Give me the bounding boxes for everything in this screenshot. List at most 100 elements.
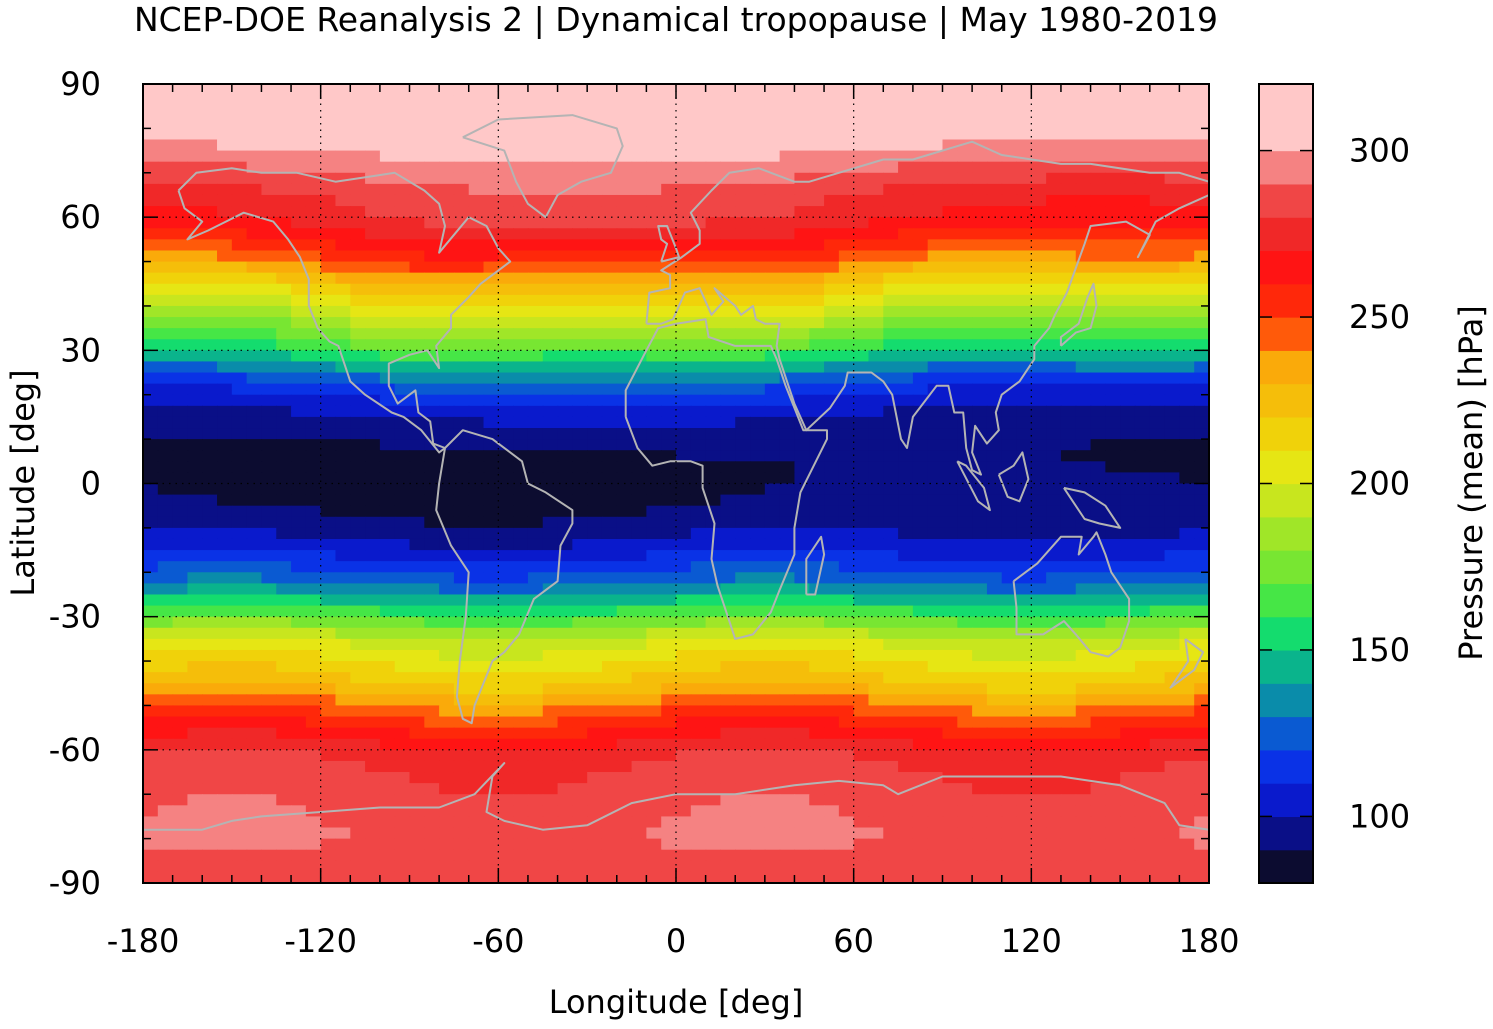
heatmap-cell xyxy=(320,483,337,496)
heatmap-cell xyxy=(217,605,233,618)
heatmap-cell xyxy=(1075,649,1092,662)
heatmap-cell xyxy=(1179,805,1195,818)
heatmap-cell xyxy=(1090,705,1106,718)
heatmap-cell xyxy=(1001,339,1018,351)
heatmap-cell xyxy=(394,84,411,96)
heatmap-cell xyxy=(527,383,544,396)
heatmap-cell xyxy=(735,472,751,485)
heatmap-cell xyxy=(276,672,292,684)
heatmap-cell xyxy=(409,261,425,274)
heatmap-cell xyxy=(572,428,588,440)
heatmap-cell xyxy=(1179,716,1195,729)
heatmap-cell xyxy=(957,538,973,551)
heatmap-cell xyxy=(1060,450,1077,462)
heatmap-cell xyxy=(157,283,174,296)
heatmap-cell xyxy=(305,694,322,707)
heatmap-cell xyxy=(231,150,248,163)
heatmap-cell xyxy=(468,405,485,418)
heatmap-cell xyxy=(1164,161,1180,174)
heatmap-cell xyxy=(838,217,855,229)
heatmap-cell xyxy=(513,239,529,252)
heatmap-cell xyxy=(631,450,647,462)
heatmap-cell xyxy=(365,538,381,551)
heatmap-cell xyxy=(1075,538,1092,551)
heatmap-cell xyxy=(646,472,662,485)
heatmap-cell xyxy=(439,483,455,496)
heatmap-cell xyxy=(794,494,810,507)
heatmap-cell xyxy=(587,705,603,718)
heatmap-cell xyxy=(1060,250,1077,263)
heatmap-cell xyxy=(1001,328,1018,340)
heatmap-cell xyxy=(809,194,825,207)
heatmap-cell xyxy=(661,183,677,196)
heatmap-cell xyxy=(646,527,662,540)
heatmap-cell xyxy=(705,672,722,684)
heatmap-cell xyxy=(498,583,514,596)
heatmap-cell xyxy=(379,206,396,218)
heatmap-cell xyxy=(750,550,766,562)
heatmap-cell xyxy=(690,150,707,163)
heatmap-cell xyxy=(187,572,203,584)
heatmap-cell xyxy=(1060,172,1077,185)
heatmap-cell xyxy=(350,250,366,263)
heatmap-cell xyxy=(794,505,810,518)
heatmap-cell xyxy=(1046,649,1062,662)
heatmap-cell xyxy=(735,794,751,806)
heatmap-cell xyxy=(912,439,929,451)
heatmap-cell xyxy=(676,450,692,462)
heatmap-cell xyxy=(527,372,544,385)
heatmap-cell xyxy=(601,705,618,718)
heatmap-cell xyxy=(853,250,870,263)
heatmap-cell xyxy=(439,272,455,285)
heatmap-cell xyxy=(1164,84,1180,96)
heatmap-cell xyxy=(261,849,277,862)
heatmap-cell xyxy=(379,783,396,795)
heatmap-cell xyxy=(838,472,855,485)
heatmap-cell xyxy=(601,217,618,229)
heatmap-cell xyxy=(483,516,499,529)
heatmap-cell xyxy=(453,738,470,751)
heatmap-cell xyxy=(1164,672,1180,684)
heatmap-cell xyxy=(942,183,958,196)
heatmap-cell xyxy=(187,638,203,651)
heatmap-cell xyxy=(409,361,425,374)
heatmap-cell xyxy=(231,472,248,485)
heatmap-cell xyxy=(646,605,662,618)
heatmap-cell xyxy=(957,283,973,296)
heatmap-cell xyxy=(1060,594,1077,607)
heatmap-cell xyxy=(1179,217,1195,229)
heatmap-cell xyxy=(1134,772,1151,784)
heatmap-cell xyxy=(1134,428,1151,440)
heatmap-cell xyxy=(1001,749,1018,762)
heatmap-cell xyxy=(143,516,159,529)
heatmap-cell xyxy=(661,583,677,596)
heatmap-cell xyxy=(468,827,485,840)
heatmap-cell xyxy=(824,483,840,496)
heatmap-cell xyxy=(1001,683,1018,695)
heatmap-cell xyxy=(705,117,722,129)
heatmap-cell xyxy=(1075,627,1092,640)
heatmap-cell xyxy=(809,139,825,152)
heatmap-cell xyxy=(957,772,973,784)
heatmap-cell xyxy=(779,305,796,318)
heatmap-cell xyxy=(513,649,529,662)
heatmap-cell xyxy=(424,139,440,152)
heatmap-cell xyxy=(1075,683,1092,695)
heatmap-cell xyxy=(779,139,796,152)
heatmap-cell xyxy=(883,372,899,385)
heatmap-cell xyxy=(986,494,1003,507)
heatmap-cell xyxy=(172,428,189,440)
heatmap-cell xyxy=(824,217,840,229)
heatmap-cell xyxy=(1149,328,1166,340)
heatmap-cell xyxy=(527,294,544,307)
heatmap-cell xyxy=(557,250,573,263)
heatmap-cell xyxy=(557,106,573,118)
heatmap-cell xyxy=(676,605,692,618)
heatmap-cell xyxy=(927,527,944,540)
heatmap-cell xyxy=(172,117,189,129)
heatmap-cell xyxy=(350,550,366,562)
heatmap-cell xyxy=(335,494,351,507)
heatmap-cell xyxy=(365,139,381,152)
heatmap-cell xyxy=(394,661,411,673)
heatmap-cell xyxy=(705,139,722,152)
